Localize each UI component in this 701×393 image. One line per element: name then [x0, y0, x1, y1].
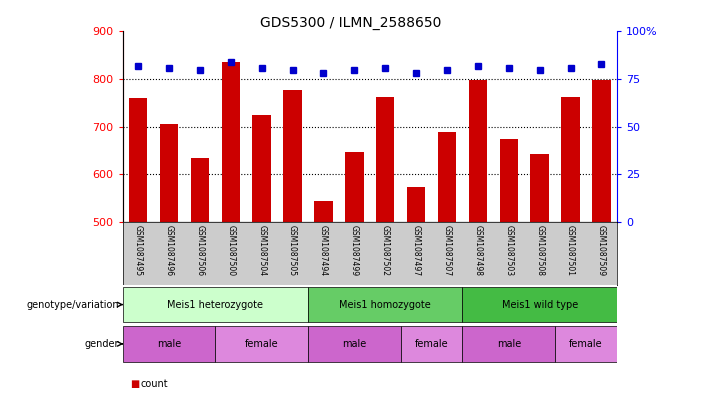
Text: GSM1087497: GSM1087497 [411, 225, 421, 276]
Bar [401, 326, 463, 362]
Bar [407, 187, 426, 222]
Text: ■: ■ [130, 379, 139, 389]
Bar [500, 139, 518, 222]
Bar [308, 287, 463, 322]
Bar [123, 326, 215, 362]
Text: female: female [415, 339, 449, 349]
Text: Meis1 homozygote: Meis1 homozygote [339, 299, 431, 310]
Text: GSM1087508: GSM1087508 [535, 225, 544, 276]
Bar [463, 326, 555, 362]
Text: GDS5300 / ILMN_2588650: GDS5300 / ILMN_2588650 [260, 16, 441, 30]
Bar [129, 98, 147, 222]
Bar [562, 97, 580, 222]
Text: Meis1 wild type: Meis1 wild type [501, 299, 578, 310]
Bar [463, 287, 617, 322]
Bar [592, 80, 611, 222]
Text: Meis1 heterozygote: Meis1 heterozygote [168, 299, 264, 310]
Bar [469, 80, 487, 222]
Text: GSM1087509: GSM1087509 [597, 225, 606, 276]
Text: male: male [157, 339, 181, 349]
Bar [531, 154, 549, 222]
Text: male: male [342, 339, 367, 349]
Bar [191, 158, 209, 222]
Bar [222, 62, 240, 222]
Text: GSM1087494: GSM1087494 [319, 225, 328, 276]
Text: GSM1087499: GSM1087499 [350, 225, 359, 276]
Text: GSM1087506: GSM1087506 [196, 225, 205, 276]
Bar [123, 287, 308, 322]
Bar [376, 97, 395, 222]
Bar [314, 200, 333, 222]
Text: GSM1087504: GSM1087504 [257, 225, 266, 276]
Bar [308, 326, 401, 362]
Bar [215, 326, 308, 362]
Text: gender: gender [85, 339, 119, 349]
Text: GSM1087496: GSM1087496 [165, 225, 174, 276]
Text: count: count [140, 379, 168, 389]
Text: female: female [569, 339, 603, 349]
Text: female: female [245, 339, 278, 349]
Text: GSM1087500: GSM1087500 [226, 225, 236, 276]
Bar [160, 124, 178, 222]
Bar [437, 132, 456, 222]
Text: GSM1087498: GSM1087498 [473, 225, 482, 276]
Bar [283, 90, 302, 222]
Text: GSM1087505: GSM1087505 [288, 225, 297, 276]
Text: genotype/variation: genotype/variation [27, 299, 119, 310]
Bar [555, 326, 617, 362]
Text: GSM1087502: GSM1087502 [381, 225, 390, 276]
Text: male: male [496, 339, 521, 349]
Bar [345, 152, 364, 222]
Text: GSM1087495: GSM1087495 [134, 225, 142, 276]
Text: GSM1087507: GSM1087507 [442, 225, 451, 276]
Text: GSM1087501: GSM1087501 [566, 225, 575, 276]
Text: GSM1087503: GSM1087503 [504, 225, 513, 276]
Bar [252, 115, 271, 222]
